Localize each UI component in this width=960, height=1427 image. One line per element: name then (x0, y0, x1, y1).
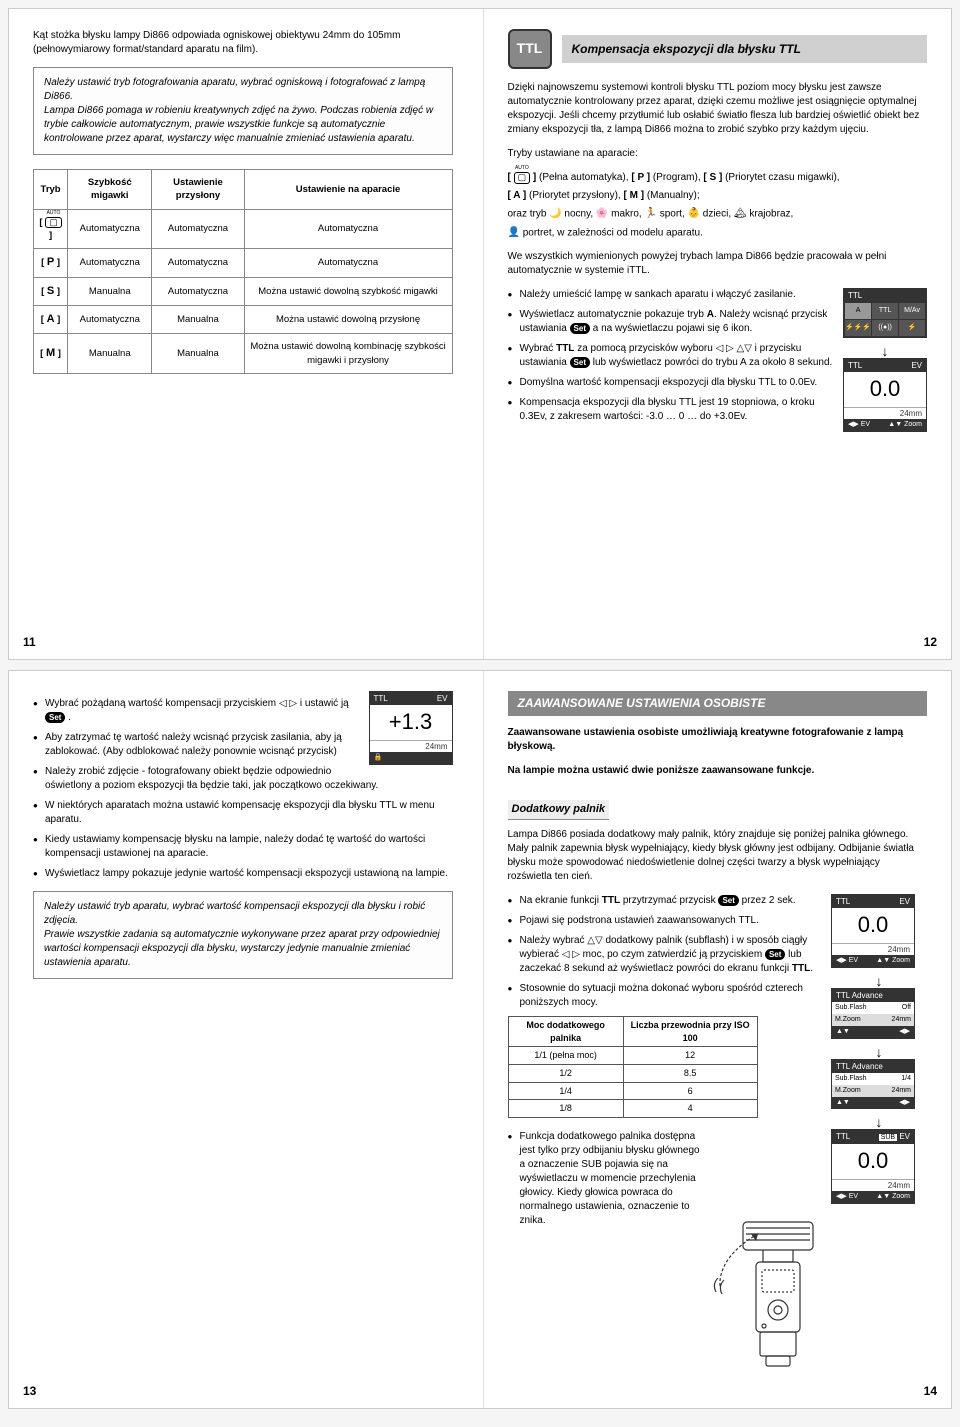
page-14: ZAAWANSOWANE USTAWIENIA OSOBISTE Zaawans… (483, 671, 952, 1408)
flash-unit-illustration (708, 1214, 838, 1374)
arrow-down-icon: ↓ (831, 1115, 927, 1129)
camera-auto-icon: ▢ (514, 172, 531, 184)
set-button-icon: Set (718, 895, 738, 906)
arrow-down-icon: ↓ (831, 1045, 927, 1059)
p11-box-text: Należy ustawić tryb fotografowania apara… (44, 77, 433, 144)
list-item: Pojawi się podstrona ustawień zaawansowa… (508, 914, 928, 928)
cell-mode: [ M ] (34, 334, 68, 374)
th-camera: Ustawienie na aparacie (244, 170, 452, 210)
cell-mode: [ S ] (34, 277, 68, 305)
power-table: Moc dodatkowego palnika Liczba przewodni… (508, 1016, 758, 1118)
page-number: 11 (23, 634, 36, 651)
lcd-panel-ev-sub: TTLSUB EV 0.0 24mm ◀▶ EV▲▼ Zoom (831, 1129, 915, 1204)
table-row: [ ▢ ] Automatyczna Automatyczna Automaty… (34, 209, 453, 249)
cell-mode: [ A ] (34, 305, 68, 333)
table-row: 1/1 (pełna moc)12 (508, 1047, 757, 1065)
th-mode: Tryb (34, 170, 68, 210)
table-row: [ M ] Manualna Manualna Można ustawić do… (34, 334, 453, 374)
night-icon: 🌙 (549, 207, 561, 221)
table-row: 1/46 (508, 1082, 757, 1100)
list-item: Na ekranie funkcji TTL przytrzymać przyc… (508, 894, 928, 908)
p12-bullets: Należy umieścić lampę w sankach aparatu … (508, 288, 928, 424)
p12-p2: We wszystkich wymienionych powyżej tryba… (508, 250, 928, 278)
p13-bullets: Wybrać pożądaną wartość kompensacji przy… (33, 697, 453, 881)
list-item: Wybrać TTL za pomocą przycisków wyboru ◁… (508, 342, 928, 370)
p12-p1: Dzięki najnowszemu systemowi kontroli bł… (508, 81, 928, 137)
portrait-icon: 👤 (508, 226, 520, 240)
th-power: Moc dodatkowego palnika (508, 1017, 623, 1047)
table-row: 1/84 (508, 1100, 757, 1118)
sub-header-subflash: Dodatkowy palnik (508, 800, 610, 820)
section-header: ZAAWANSOWANE USTAWIENIA OSOBISTE (508, 691, 928, 716)
table-row: [ P ] Automatyczna Automatyczna Automaty… (34, 249, 453, 277)
cell-mode: [ ▢ ] (34, 209, 68, 249)
mode-line-3: oraz tryb 🌙 nocny, 🌸 makro, 🏃 sport, 👶 d… (508, 207, 928, 222)
table-row: 1/28.5 (508, 1064, 757, 1082)
p12-modes-label: Tryby ustawiane na aparacie: (508, 147, 928, 161)
list-item: Aby zatrzymać tę wartość należy wcisnąć … (33, 731, 453, 759)
ttl-badge-icon: TTL (508, 29, 552, 69)
set-button-icon: Set (45, 712, 65, 723)
p11-box: Należy ustawić tryb fotografowania apara… (33, 67, 453, 155)
list-item: Kompensacja ekspozycji dla błysku TTL je… (508, 396, 928, 424)
list-item: Należy zrobić zdjęcie - fotografowany ob… (33, 765, 453, 793)
p13-box-text: Należy ustawić tryb aparatu, wybrać wart… (44, 901, 440, 968)
table-row: [ S ] Manualna Automatyczna Można ustawi… (34, 277, 453, 305)
camera-auto-icon: ▢ (45, 217, 62, 229)
mode-line-1: [ ▢ ] (Pełna automatyka), [ P ] (Program… (508, 171, 928, 185)
macro-icon: 🌸 (596, 207, 608, 221)
set-button-icon: Set (765, 949, 785, 960)
th-gn: Liczba przewodnia przy ISO 100 (623, 1017, 757, 1047)
list-item: Należy wybrać △▽ dodatkowy palnik (subfl… (508, 934, 928, 976)
p13-box: Należy ustawić tryb aparatu, wybrać wart… (33, 891, 453, 979)
mode-line-4: 👤 portret, w zależności od modelu aparat… (508, 226, 928, 241)
p14-p1: Lampa Di866 posiada dodatkowy mały palni… (508, 828, 928, 884)
page-number: 13 (23, 1383, 36, 1400)
list-item: Wyświetlacz lampy pokazuje jedynie warto… (33, 867, 453, 881)
spread-11-12: Kąt stożka błysku lampy Di866 odpowiada … (8, 8, 952, 660)
list-item: Wyświetlacz automatycznie pokazuje tryb … (508, 308, 928, 336)
set-button-icon: Set (570, 357, 590, 368)
list-item: Stosownie do sytuacji można dokonać wybo… (508, 982, 928, 1010)
child-icon: 👶 (688, 207, 700, 221)
ttl-header: TTL Kompensacja ekspozycji dla błysku TT… (508, 29, 928, 69)
spread-13-14: TTLEV +1.3 24mm 🔒 Wybrać pożądaną wartoś… (8, 670, 952, 1409)
sport-icon: 🏃 (645, 207, 657, 221)
page-11: Kąt stożka błysku lampy Di866 odpowiada … (9, 9, 477, 659)
list-item: Kiedy ustawiamy kompensację błysku na la… (33, 833, 453, 861)
table-row: [ A ] Automatyczna Manualna Można ustawi… (34, 305, 453, 333)
page-12: TTL Kompensacja ekspozycji dla błysku TT… (483, 9, 952, 659)
th-shutter: Szybkość migawki (68, 170, 152, 210)
list-item: Wybrać pożądaną wartość kompensacji przy… (33, 697, 453, 725)
p14-intro2: Na lampie można ustawić dwie poniższe za… (508, 764, 928, 778)
cell-camera: Automatyczna (244, 209, 452, 249)
lcd-panel-advance: TTL Advance Sub.Flash1/4 M.Zoom24mm ▲▼◀▶ (831, 1059, 915, 1110)
page-13: TTLEV +1.3 24mm 🔒 Wybrać pożądaną wartoś… (9, 671, 477, 1408)
page-number: 14 (924, 1383, 937, 1400)
cell-mode: [ P ] (34, 249, 68, 277)
mode-line-2: [ A ] (Priorytet przysłony), [ M ] (Manu… (508, 189, 928, 203)
cell-shutter: Automatyczna (68, 209, 152, 249)
list-item: Domyślna wartość kompensacji ekspozycji … (508, 376, 928, 390)
p11-intro: Kąt stożka błysku lampy Di866 odpowiada … (33, 29, 453, 57)
page-number: 12 (924, 634, 937, 651)
modes-table: Tryb Szybkość migawki Ustawienie przysło… (33, 169, 453, 374)
ttl-title: Kompensacja ekspozycji dla błysku TTL (562, 35, 928, 64)
p14-bullets-2: Funkcja dodatkowego palnika dostępna jes… (508, 1130, 708, 1234)
th-aperture: Ustawienie przysłony (152, 170, 244, 210)
landscape-icon: 🏔 (734, 207, 747, 221)
list-item: W niektórych aparatach można ustawić kom… (33, 799, 453, 827)
list-item: Funkcja dodatkowego palnika dostępna jes… (508, 1130, 708, 1228)
set-button-icon: Set (570, 323, 590, 334)
p14-intro1: Zaawansowane ustawienia osobiste umożliw… (508, 726, 928, 754)
cell-aperture: Automatyczna (152, 209, 244, 249)
list-item: Należy umieścić lampę w sankach aparatu … (508, 288, 928, 302)
